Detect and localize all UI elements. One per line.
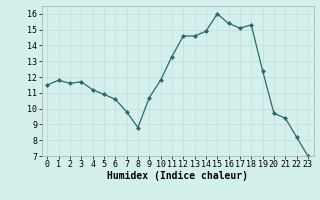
X-axis label: Humidex (Indice chaleur): Humidex (Indice chaleur) <box>107 171 248 181</box>
